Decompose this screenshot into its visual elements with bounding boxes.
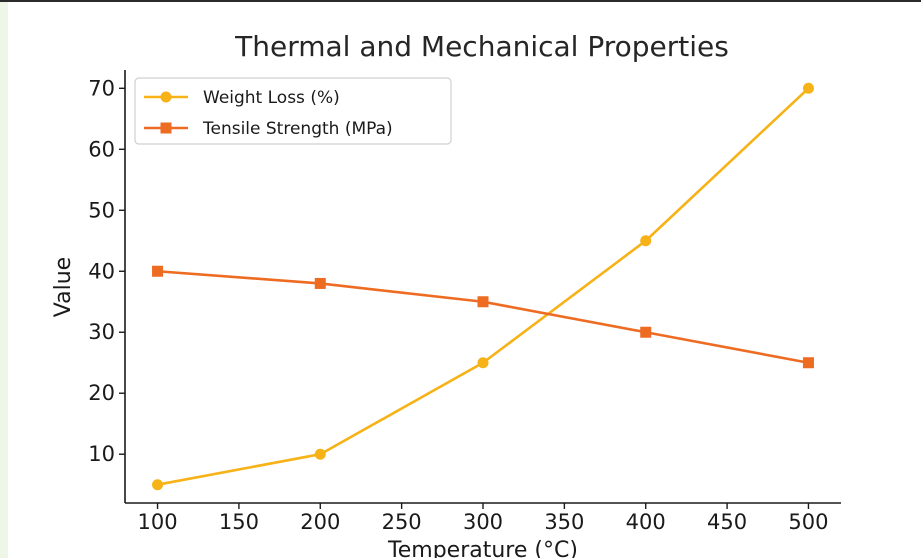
- legend-label: Tensile Strength (MPa): [202, 119, 393, 139]
- series-line-tensile-strength: [157, 269, 809, 365]
- series-layer: [152, 82, 814, 491]
- y-tick-label: 70: [88, 76, 115, 100]
- data-point-weight-loss: [314, 448, 326, 460]
- y-tick-label: 40: [88, 259, 115, 283]
- y-tick-label: 10: [88, 442, 115, 466]
- legend-marker: [160, 91, 172, 103]
- data-point-tensile-strength: [640, 326, 652, 338]
- x-tick-label: 250: [382, 510, 422, 534]
- data-point-tensile-strength: [314, 277, 326, 289]
- y-tick-label: 50: [88, 198, 115, 222]
- x-tick-label: 450: [707, 510, 747, 534]
- legend-marker: [160, 122, 172, 134]
- data-point-weight-loss: [802, 82, 814, 94]
- x-tick-label: 100: [137, 510, 177, 534]
- x-ticks: 100 150 200 250 300 350 400 450 500: [137, 503, 829, 534]
- left-edge-strip: [0, 2, 8, 558]
- y-tick-label: 20: [88, 381, 115, 405]
- legend: Weight Loss (%) Tensile Strength (MPa): [134, 77, 452, 145]
- data-point-weight-loss: [477, 357, 489, 369]
- y-tick-label: 30: [88, 320, 115, 344]
- chart-title: Thermal and Mechanical Properties: [234, 30, 729, 63]
- data-point-tensile-strength: [152, 265, 164, 277]
- data-point-tensile-strength: [802, 357, 814, 369]
- series-weight-loss: [152, 82, 814, 491]
- y-ticks: 10 20 30 40 50 60 70: [88, 76, 125, 466]
- top-border: [0, 0, 921, 2]
- x-tick-label: 400: [626, 510, 666, 534]
- legend-item-tensile-strength: Tensile Strength (MPa): [144, 119, 393, 139]
- legend-box: [134, 77, 452, 145]
- x-tick-label: 200: [300, 510, 340, 534]
- series-tensile-strength: [152, 265, 814, 369]
- x-tick-label: 150: [219, 510, 259, 534]
- x-axis-label: Temperature (°C): [387, 538, 578, 558]
- series-line-weight-loss: [157, 87, 810, 486]
- data-point-weight-loss: [640, 235, 652, 247]
- legend-label: Weight Loss (%): [203, 88, 340, 108]
- y-tick-label: 60: [88, 137, 115, 161]
- x-tick-label: 350: [544, 510, 584, 534]
- data-point-weight-loss: [152, 479, 164, 491]
- y-axis-label: Value: [51, 257, 76, 317]
- data-point-tensile-strength: [477, 296, 489, 308]
- x-tick-label: 500: [788, 510, 828, 534]
- x-tick-label: 300: [463, 510, 503, 534]
- legend-item-weight-loss: Weight Loss (%): [144, 88, 340, 108]
